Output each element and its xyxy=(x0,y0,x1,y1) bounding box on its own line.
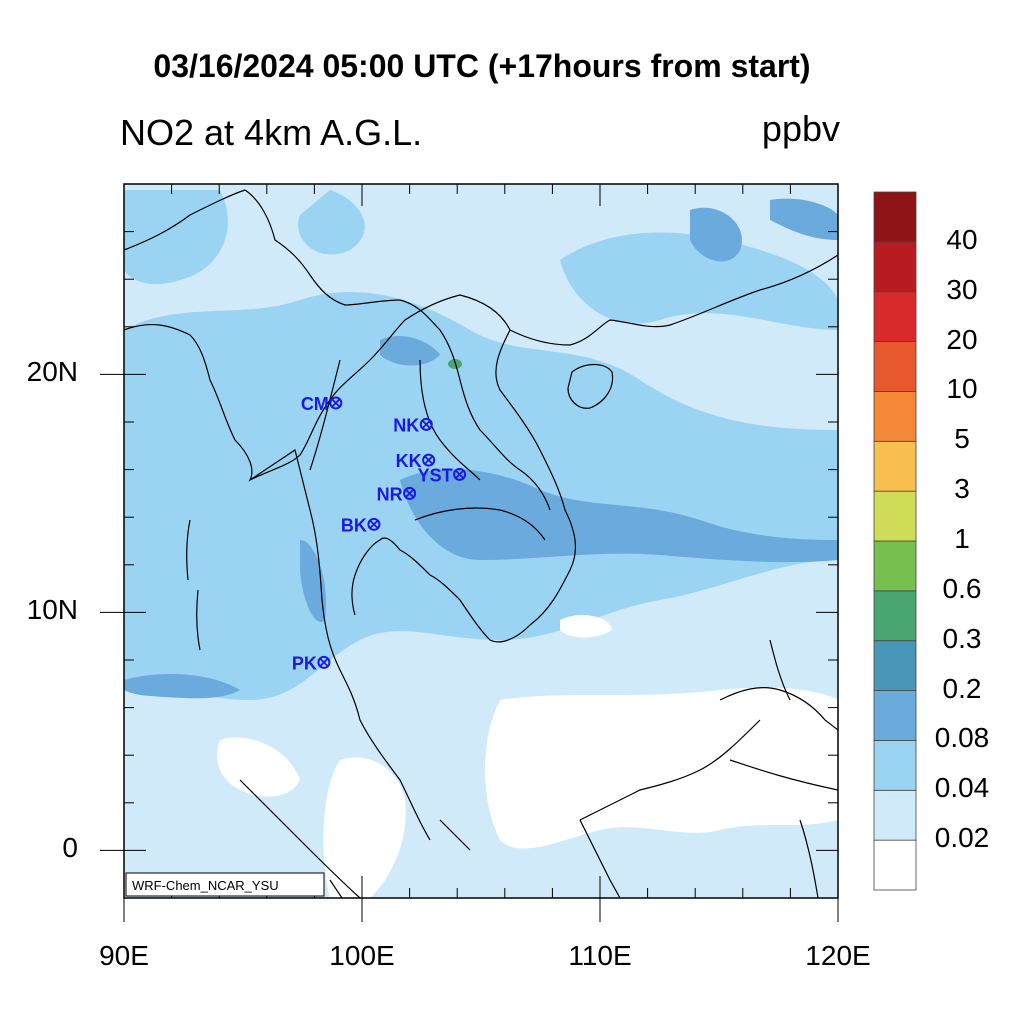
station-marker-cross xyxy=(369,519,379,529)
station-marker-icon xyxy=(317,655,331,669)
station-label: CM xyxy=(301,394,329,414)
station-marker-icon xyxy=(403,486,417,500)
station-label: NR xyxy=(377,484,403,504)
station-bk: BK xyxy=(341,515,381,535)
colorbar-swatch xyxy=(873,391,917,442)
lon-label: 110E xyxy=(568,940,632,971)
colorbar-swatch xyxy=(873,690,917,741)
units-label: ppbv xyxy=(761,108,840,149)
colorbar-level-label: 10 xyxy=(946,373,978,405)
colorbar-swatch xyxy=(873,839,917,891)
colorbar-level-label: 20 xyxy=(946,323,978,355)
no2-band-dark xyxy=(770,198,838,240)
no2-band-dark xyxy=(690,207,742,262)
no2-band-dark xyxy=(460,536,499,559)
station-label: BK xyxy=(341,515,367,535)
station-marker-icon xyxy=(329,396,343,410)
lat-label: 20N xyxy=(26,356,78,388)
lat-label: 0 xyxy=(62,832,78,864)
credit-box xyxy=(125,872,325,897)
no2-field xyxy=(124,184,838,898)
colorbar-swatch xyxy=(873,440,917,492)
no2-band-dark xyxy=(400,469,838,563)
station-marker-icon xyxy=(422,453,436,467)
colorbar-level-label: 1 xyxy=(954,523,970,554)
no2-band-clean xyxy=(485,687,838,849)
no2-band-mid xyxy=(560,232,838,330)
no2-band-clean xyxy=(560,615,612,638)
colorbar-level-label: 0.3 xyxy=(942,622,982,654)
colorbar-swatch xyxy=(873,341,917,392)
plot-title: 03/16/2024 05:00 UTC (+17hours from star… xyxy=(153,48,811,84)
colorbar-swatch xyxy=(873,590,917,642)
colorbar-swatch xyxy=(873,789,917,841)
no2-band-mid xyxy=(124,190,228,285)
colorbar-level-label: 0.08 xyxy=(934,722,990,754)
coastlines xyxy=(124,189,838,898)
lat-label: 10N xyxy=(26,594,78,626)
lon-label: 100E xyxy=(329,940,395,971)
station-nk: NK xyxy=(393,415,433,435)
station-marker-cross xyxy=(424,455,434,465)
no2-band-dark xyxy=(124,674,240,699)
station-marker-cross xyxy=(331,398,341,408)
colorbar-swatch xyxy=(873,640,917,691)
colorbar-level-label: 0.04 xyxy=(934,772,990,804)
lon-label: 120E xyxy=(805,940,871,971)
station-label: YST xyxy=(418,465,453,485)
station-label: NK xyxy=(393,415,419,435)
station-marker-cross xyxy=(421,419,431,429)
colorbar-level-label: 40 xyxy=(946,223,978,255)
lon-label: 90E xyxy=(99,940,149,971)
no2-band-clean xyxy=(216,737,300,797)
station-marker-cross xyxy=(405,488,415,498)
station-marker-icon xyxy=(453,467,467,481)
no2-band-light xyxy=(124,716,380,898)
colorbar xyxy=(873,191,917,891)
colorbar-swatch xyxy=(873,191,917,243)
station-label: KK xyxy=(396,451,422,471)
colorbar-level-label: 0.2 xyxy=(942,672,982,704)
station-label: PK xyxy=(292,653,317,673)
map-frame xyxy=(123,183,839,899)
station-nr: NR xyxy=(377,484,417,504)
colorbar-level-label: 3 xyxy=(954,473,970,505)
colorbar-level-label: 5 xyxy=(954,423,970,455)
no2-band-dark xyxy=(300,540,326,622)
colorbar-swatch xyxy=(873,490,917,542)
station-marker-icon xyxy=(367,517,381,531)
colorbar-swatch xyxy=(873,740,917,791)
colorbar-swatch xyxy=(873,241,917,293)
axis-ticks xyxy=(100,183,839,922)
station-marker-icon xyxy=(419,417,433,431)
station-pk: PK xyxy=(292,653,331,673)
colorbar-level-label: 30 xyxy=(946,273,978,305)
no2-band-dark xyxy=(380,335,440,366)
credit-text: WRF-Chem_NCAR_YSU xyxy=(132,878,279,893)
no2-band-mid xyxy=(298,190,365,255)
no2-band-clean xyxy=(323,757,406,898)
station-kk: KK xyxy=(396,451,436,471)
station-yst: YST xyxy=(418,465,467,485)
colorbar-level-label: 0.02 xyxy=(934,822,990,854)
colorbar-level-label: 0.6 xyxy=(942,572,982,604)
station-marker-cross xyxy=(319,657,329,667)
station-marker-cross xyxy=(455,469,465,479)
field-title: NO2 at 4km A.G.L. xyxy=(120,112,423,153)
colorbar-swatch xyxy=(873,291,917,342)
station-cm: CM xyxy=(301,394,343,414)
colorbar-swatch xyxy=(873,540,917,592)
